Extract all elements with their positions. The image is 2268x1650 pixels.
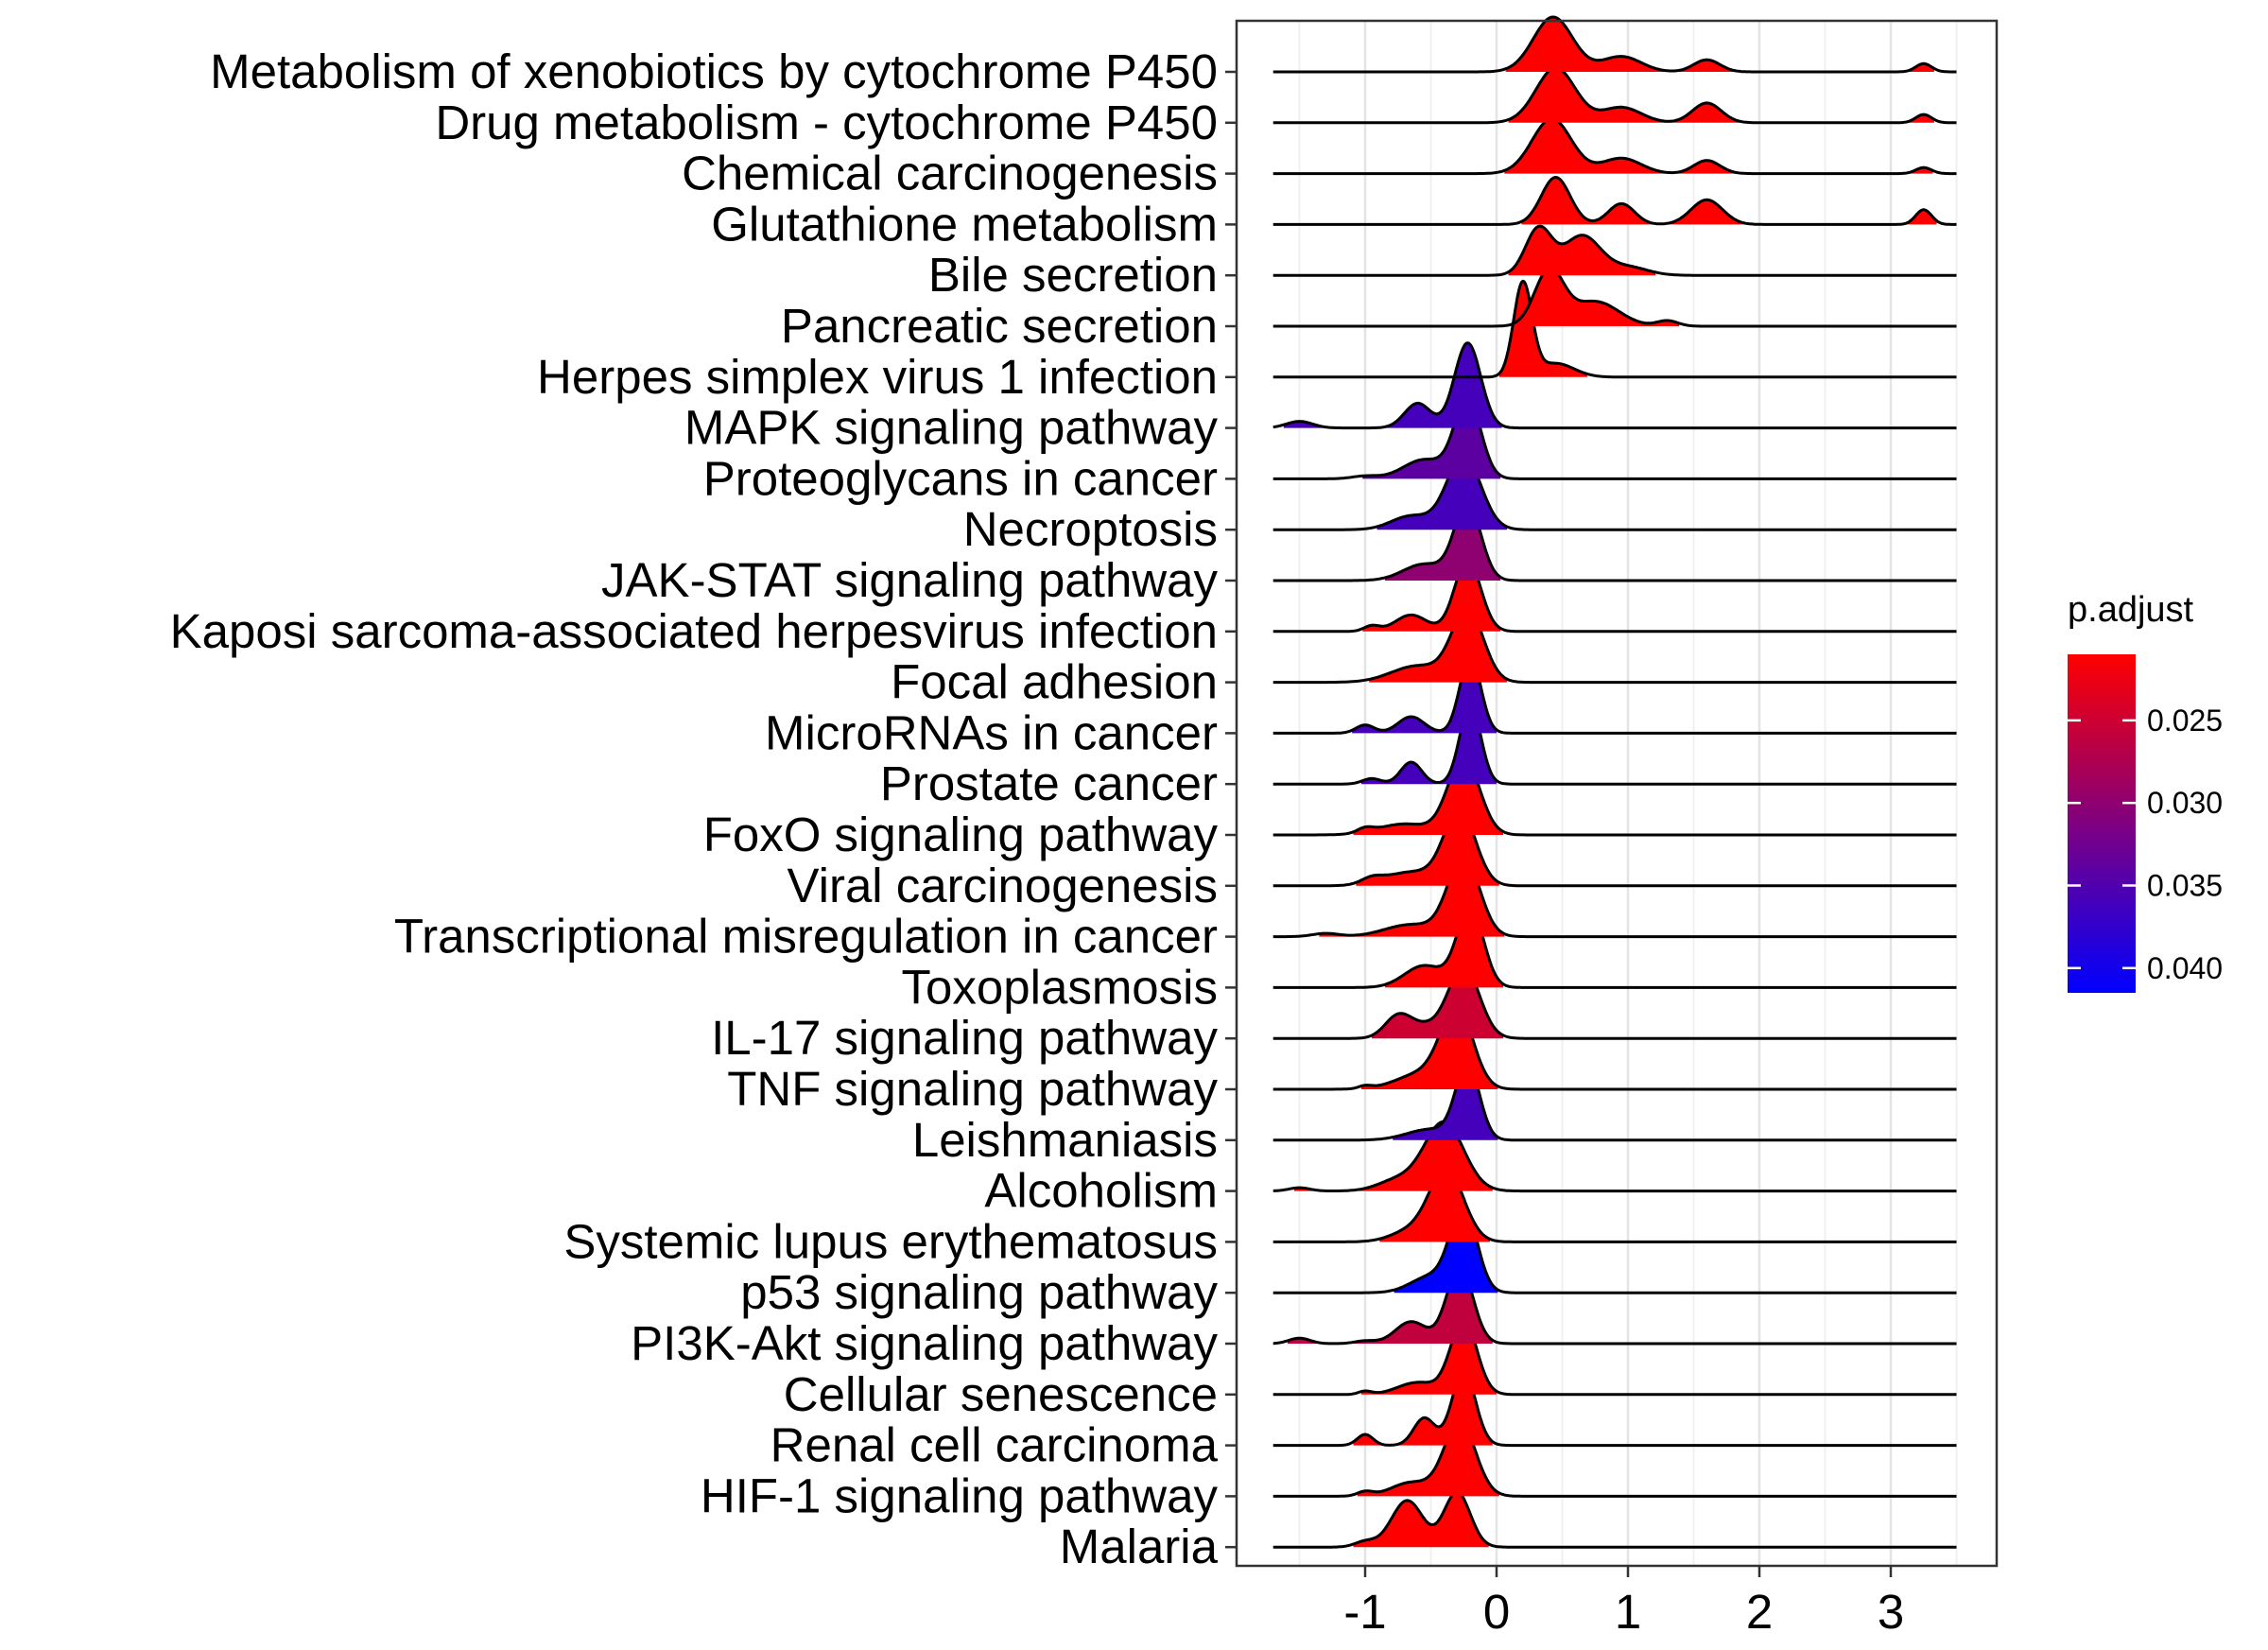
ridge-outline <box>1273 176 1957 226</box>
ridge-6 <box>1273 279 1957 379</box>
y-tick-label: p53 signaling pathway <box>740 1265 1218 1319</box>
y-tick-label: Leishmaniasis <box>912 1113 1218 1167</box>
x-tick-label: 0 <box>1483 1585 1510 1639</box>
ridge-outline <box>1273 606 1957 685</box>
legend: p.adjust 0.025 0.030 0.035 0.040 <box>2068 590 2223 993</box>
ridge-5 <box>1273 266 1957 328</box>
plot-panel <box>1237 21 1997 1566</box>
legend-colorbar <box>2068 654 2136 993</box>
ridge-outline <box>1273 341 1957 430</box>
y-tick-label: Focal adhesion <box>891 655 1218 709</box>
y-tick-label: Pancreatic secretion <box>781 299 1218 353</box>
legend-tick-label: 0.040 <box>2147 951 2223 985</box>
ridge-outline <box>1273 756 1957 837</box>
ridge-outline <box>1273 703 1957 786</box>
ridge-fill <box>1283 342 1502 428</box>
y-tick-label: Alcoholism <box>984 1164 1218 1218</box>
y-tick-label: Proteoglycans in cancer <box>703 451 1218 505</box>
ridges <box>1273 15 1957 1549</box>
ridge-outline <box>1273 1120 1957 1193</box>
ridge-outline <box>1273 279 1957 379</box>
ridge-fill <box>1498 281 1587 377</box>
legend-tick-label: 0.030 <box>2147 786 2223 820</box>
ridge-4 <box>1273 224 1957 277</box>
y-tick-label: PI3K-Akt signaling pathway <box>631 1316 1218 1370</box>
ridge-outline <box>1273 654 1957 735</box>
ridge-25 <box>1273 1265 1957 1346</box>
ridge-fill <box>1288 1266 1493 1344</box>
legend-tick-label: 0.025 <box>2147 703 2223 738</box>
y-tick-label: Renal cell carcinoma <box>770 1418 1219 1472</box>
ridge-outline <box>1273 1369 1957 1448</box>
panel-background <box>1237 21 1997 1566</box>
y-tick-label: Bile secretion <box>928 248 1218 302</box>
ridge-2 <box>1273 117 1957 176</box>
ridge-3 <box>1273 176 1957 226</box>
ridge-outline <box>1273 266 1957 328</box>
y-tick-label: FoxO signaling pathway <box>703 808 1219 861</box>
ridge-outline <box>1273 117 1957 176</box>
ridge-fill <box>1521 177 1937 225</box>
legend-tick-label: 0.035 <box>2147 868 2223 902</box>
y-tick-label: Transcriptional misregulation in cancer <box>394 910 1218 964</box>
ridge-outline <box>1273 1003 1957 1091</box>
axes: Metabolism of xenobiotics by cytochrome … <box>170 19 1999 1639</box>
ridge-1 <box>1273 66 1957 125</box>
ridge-outline <box>1273 15 1957 74</box>
legend-title: p.adjust <box>2068 590 2194 630</box>
ridge-outline <box>1273 454 1957 531</box>
ridge-outline <box>1273 1167 1957 1243</box>
y-tick-label: Chemical carcinogenesis <box>682 147 1218 200</box>
ridge-outline <box>1273 1318 1957 1397</box>
x-tick-label: 1 <box>1615 1585 1641 1639</box>
y-tick-label: Cellular senescence <box>784 1367 1218 1421</box>
ridge-23 <box>1273 1167 1957 1243</box>
y-tick-label: Necroptosis <box>963 502 1218 556</box>
y-tick-label: Systemic lupus erythematosus <box>563 1214 1218 1268</box>
ridge-outline <box>1273 1419 1957 1498</box>
ridge-outline <box>1273 1061 1957 1142</box>
y-tick-label: IL-17 signaling pathway <box>711 1011 1218 1065</box>
y-tick-label: MicroRNAs in cancer <box>765 705 1218 759</box>
ridge-fill <box>1379 1168 1491 1242</box>
ridge-29 <box>1273 1490 1957 1549</box>
ridge-outline <box>1273 1202 1957 1294</box>
ridge-outline <box>1273 854 1957 939</box>
panel-border <box>1235 19 1999 1568</box>
y-tick-label: Herpes simplex virus 1 infection <box>537 350 1218 404</box>
ridge-outline <box>1273 558 1957 634</box>
ridge-13 <box>1273 654 1957 735</box>
ridge-outline <box>1273 808 1957 888</box>
ridge-fill <box>1515 267 1680 326</box>
y-tick-label: Glutathione metabolism <box>711 197 1218 251</box>
ridge-outline <box>1273 224 1957 277</box>
ridge-outline <box>1273 500 1957 582</box>
ridge-outline <box>1273 1490 1957 1549</box>
y-tick-label: MAPK signaling pathway <box>684 401 1219 455</box>
x-tick-label: 2 <box>1746 1585 1773 1639</box>
y-tick-label: HIF-1 signaling pathway <box>701 1468 1219 1522</box>
x-tick-label: -1 <box>1343 1585 1386 1639</box>
ridge-fill <box>1352 656 1497 734</box>
ridge-outline <box>1273 964 1957 1040</box>
y-tick-label: Viral carcinogenesis <box>788 859 1218 912</box>
y-tick-label: Malaria <box>1060 1520 1219 1573</box>
ridge-0 <box>1273 15 1957 74</box>
y-tick-label: Prostate cancer <box>880 756 1218 810</box>
ridge-outline <box>1273 905 1957 989</box>
ridge-fill <box>1353 1491 1489 1548</box>
x-tick-label: 3 <box>1878 1585 1904 1639</box>
y-tick-label: Toxoplasmosis <box>902 960 1218 1014</box>
y-tick-label: Drug metabolism - cytochrome P450 <box>435 96 1218 149</box>
ridge-outline <box>1273 66 1957 125</box>
y-tick-label: TNF signaling pathway <box>727 1062 1218 1116</box>
y-tick-label: JAK-STAT signaling pathway <box>601 553 1218 607</box>
y-tick-label: Metabolism of xenobiotics by cytochrome … <box>210 44 1218 98</box>
y-tick-label: Kaposi sarcoma-associated herpesvirus in… <box>170 604 1218 658</box>
ridge-outline <box>1273 395 1957 480</box>
ridge-outline <box>1273 1265 1957 1346</box>
ridge-7 <box>1273 341 1957 430</box>
